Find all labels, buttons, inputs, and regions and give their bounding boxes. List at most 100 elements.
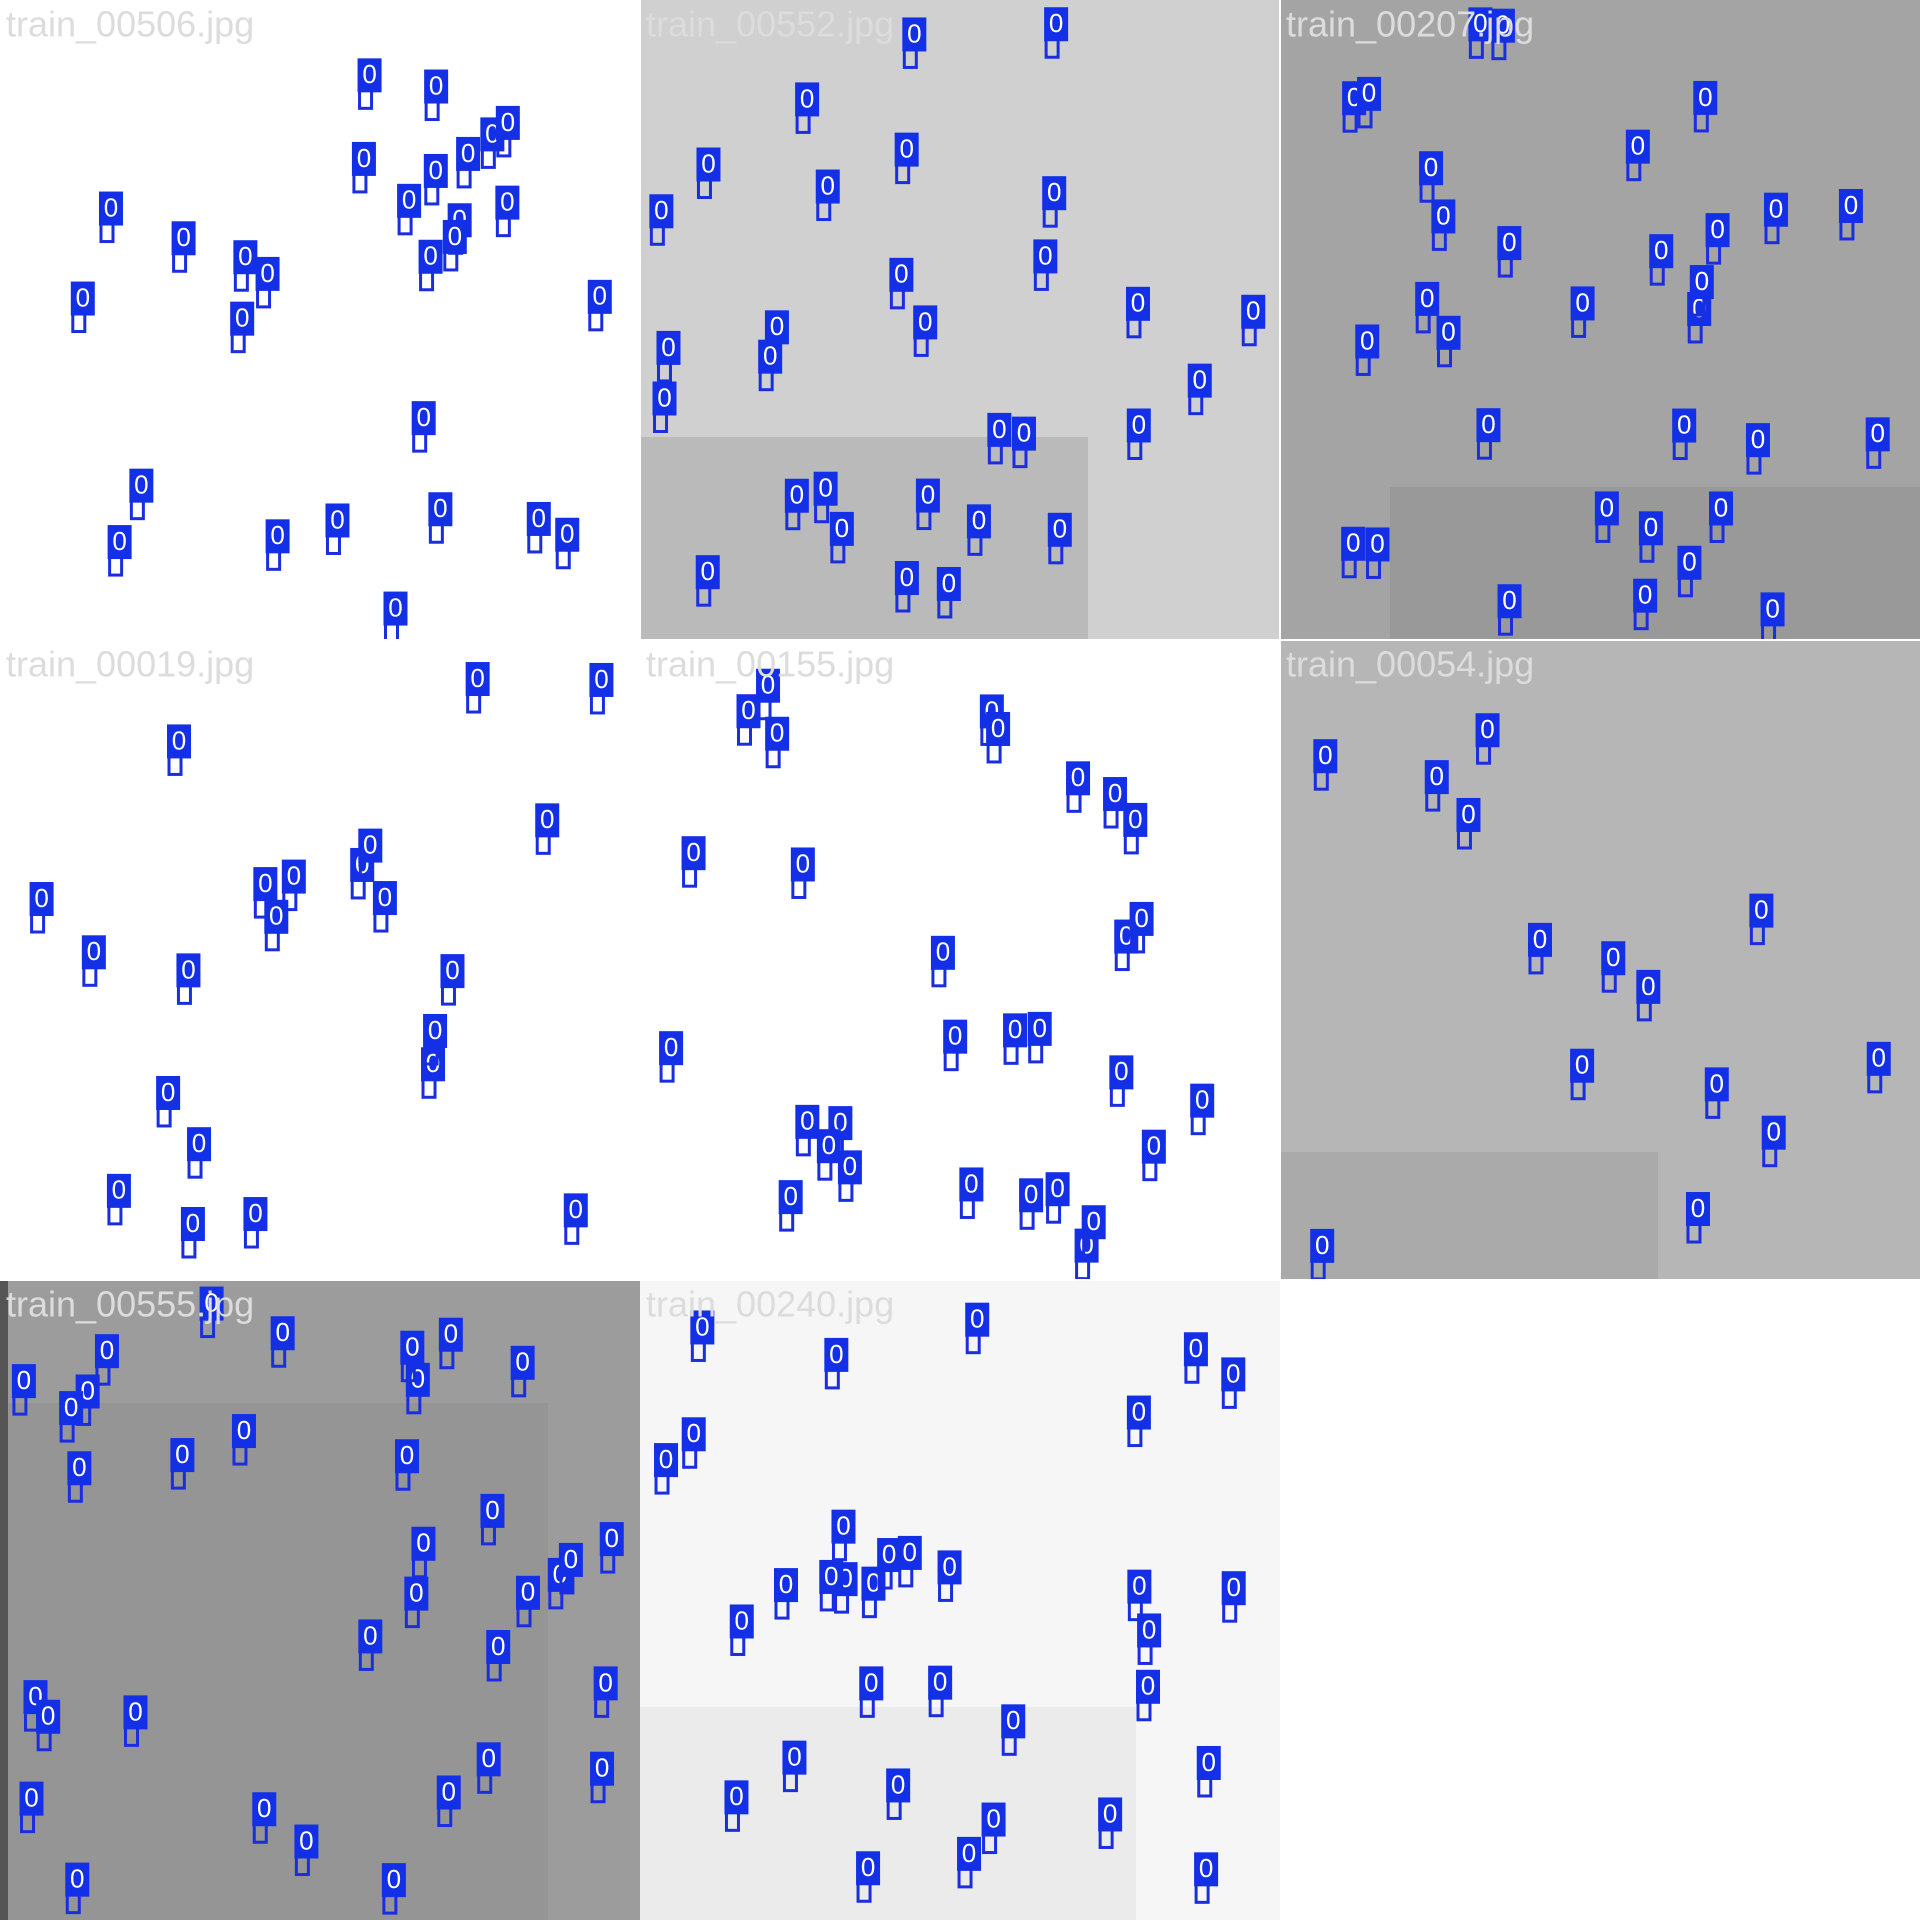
label-background — [1838, 188, 1863, 223]
label-background — [281, 859, 306, 894]
box-label: 0 — [1132, 409, 1146, 439]
label-background — [1011, 416, 1036, 451]
label-background — [837, 1150, 862, 1185]
label-background — [729, 1604, 754, 1639]
label-background — [65, 1862, 90, 1897]
box-label: 0 — [1644, 512, 1658, 542]
label-background — [1019, 1178, 1044, 1213]
label-background — [965, 1302, 990, 1337]
label-background — [889, 257, 914, 292]
box-label: 0 — [287, 860, 301, 890]
box-label: 0 — [843, 1151, 857, 1181]
label-background — [1123, 802, 1148, 837]
label-background — [476, 1742, 501, 1777]
box-label: 0 — [770, 718, 784, 748]
box-label: 0 — [1017, 418, 1031, 448]
box-label: 0 — [1754, 894, 1768, 924]
tile-background — [0, 0, 640, 640]
label-background — [98, 191, 123, 226]
box-label: 0 — [521, 1577, 535, 1607]
box-label: 0 — [1193, 365, 1207, 395]
label-background — [795, 82, 820, 117]
label-background — [1761, 1115, 1786, 1150]
label-background — [1136, 1669, 1161, 1704]
label-background — [1764, 192, 1789, 227]
box-label: 0 — [429, 155, 443, 185]
label-background — [966, 504, 991, 539]
box-label: 0 — [1226, 1358, 1240, 1388]
label-background — [171, 221, 196, 256]
label-background — [782, 1740, 807, 1775]
box-label: 0 — [1226, 1572, 1240, 1602]
label-background — [902, 17, 927, 52]
label-background — [563, 1193, 588, 1228]
tile: 00000000000000000000000000000000000train… — [0, 1280, 640, 1920]
box-label: 0 — [1751, 424, 1765, 454]
filename: train_00555.jpg — [6, 1283, 254, 1324]
label-background — [756, 668, 781, 703]
box-label: 0 — [362, 59, 376, 89]
label-background — [894, 561, 919, 596]
label-background — [690, 1310, 715, 1345]
box-label: 0 — [112, 526, 126, 556]
label-background — [1424, 760, 1449, 795]
label-background — [1497, 226, 1522, 261]
box-label: 0 — [172, 725, 186, 755]
label-background — [243, 1197, 268, 1232]
label-background — [411, 401, 436, 436]
box-label: 0 — [818, 473, 832, 503]
label-background — [656, 330, 681, 365]
box-label: 0 — [448, 221, 462, 251]
box-label: 0 — [948, 1021, 962, 1051]
box-label: 0 — [1132, 1571, 1146, 1601]
box-label: 0 — [654, 195, 668, 225]
filename: train_00240.jpg — [646, 1283, 894, 1324]
label-background — [230, 301, 255, 336]
box-label: 0 — [992, 414, 1006, 444]
label-background — [265, 519, 290, 554]
box-label: 0 — [1086, 1206, 1100, 1236]
label-background — [859, 1666, 884, 1701]
box-label: 0 — [409, 1577, 423, 1607]
label-background — [1044, 7, 1069, 42]
box-label: 0 — [796, 848, 810, 878]
box-label: 0 — [894, 259, 908, 289]
label-background — [465, 662, 490, 697]
box-label: 0 — [257, 1793, 271, 1823]
label-background — [1865, 417, 1890, 452]
box-label: 0 — [1134, 903, 1148, 933]
label-background — [1476, 408, 1501, 443]
box-label: 0 — [1631, 131, 1645, 161]
label-background — [649, 194, 674, 229]
box-label: 0 — [128, 1696, 142, 1726]
box-label: 0 — [1481, 409, 1495, 439]
label-background — [510, 1345, 535, 1380]
box-label: 0 — [964, 1168, 978, 1198]
box-label: 0 — [986, 1803, 1000, 1833]
box-label: 0 — [800, 83, 814, 113]
label-background — [81, 935, 106, 970]
label-background — [1419, 151, 1444, 186]
label-background — [1497, 584, 1522, 619]
box-label: 0 — [330, 504, 344, 534]
label-background — [928, 1665, 953, 1700]
label-background — [1221, 1571, 1246, 1606]
label-background — [129, 468, 154, 503]
box-label: 0 — [270, 520, 284, 550]
label-background — [1685, 1192, 1710, 1227]
label-background — [1468, 7, 1493, 42]
label-background — [1689, 265, 1714, 300]
box-label: 0 — [866, 1568, 880, 1598]
label-background — [167, 724, 192, 759]
box-label: 0 — [235, 303, 249, 333]
label-background — [589, 662, 614, 697]
box-label: 0 — [24, 1783, 38, 1813]
box-label: 0 — [1195, 1085, 1209, 1115]
box-label: 0 — [416, 402, 430, 432]
filename: train_00054.jpg — [1286, 643, 1534, 684]
label-background — [1066, 761, 1091, 796]
label-background — [231, 1414, 256, 1449]
label-background — [397, 183, 422, 218]
label-background — [724, 1780, 749, 1815]
